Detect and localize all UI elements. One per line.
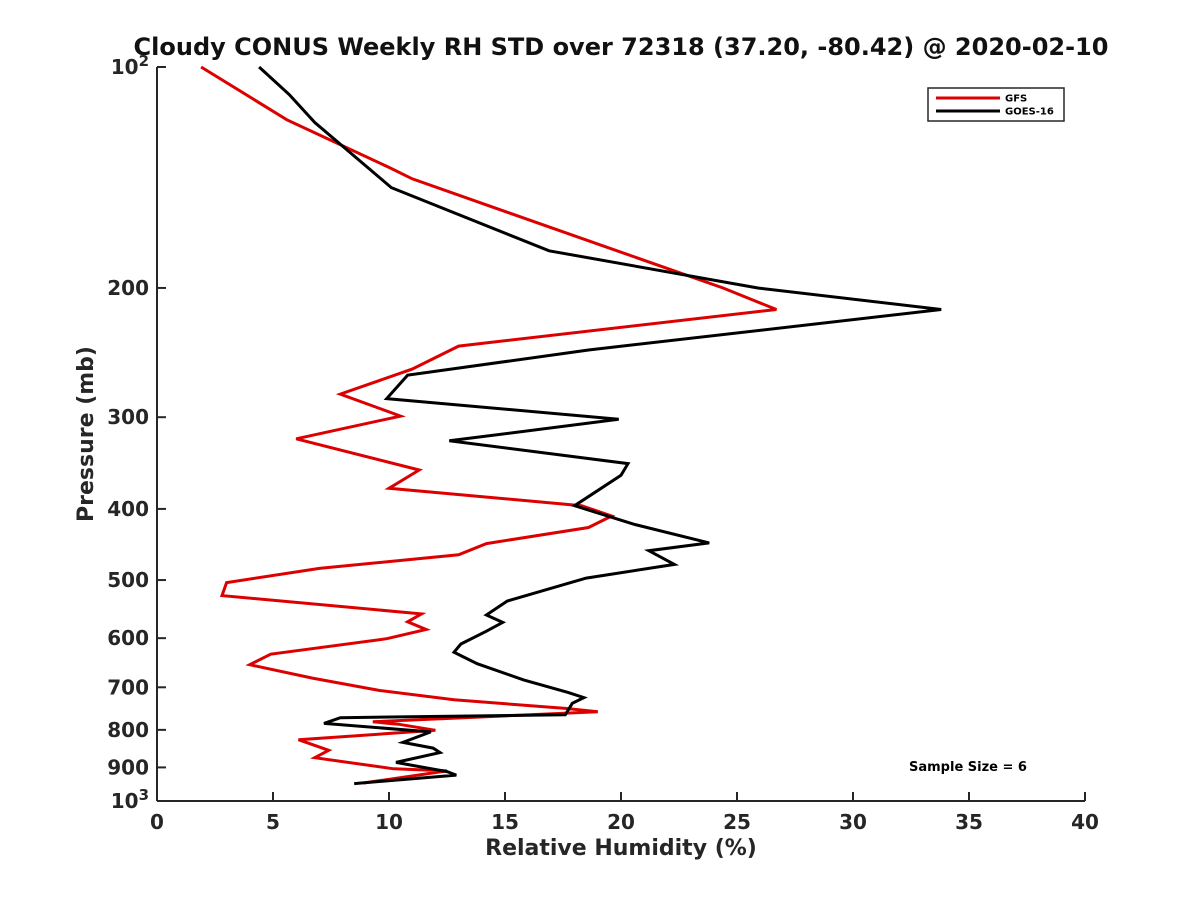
y-tick-label: 103	[111, 786, 149, 813]
series-layer	[200, 65, 942, 786]
series-line-gfs	[200, 65, 777, 785]
legend-box	[927, 87, 1065, 122]
series-goes-16	[258, 65, 942, 786]
y-tick-label: 102	[111, 52, 149, 79]
x-tick-label: 30	[839, 810, 867, 834]
x-axis-title: Relative Humidity (%)	[485, 836, 757, 861]
x-tick-label: 5	[266, 810, 280, 834]
series-gfs	[200, 65, 777, 785]
y-tick-label: 200	[107, 276, 149, 300]
x-tick-label: 35	[955, 810, 983, 834]
legend-label-goes-16: GOES-16	[1005, 107, 1054, 118]
y-tick-label: 400	[107, 497, 149, 521]
y-tick-label: 800	[107, 718, 149, 742]
x-tick-label: 15	[491, 810, 519, 834]
x-tick-label: 25	[723, 810, 751, 834]
y-tick-label: 900	[107, 755, 149, 779]
y-tick-label: 300	[107, 405, 149, 429]
x-ticks: 0 5 10 15 20 25 30 35 40	[150, 792, 1099, 834]
legend: GFS GOES-16	[927, 87, 1065, 122]
x-tick-label: 20	[607, 810, 635, 834]
x-tick-label: 10	[375, 810, 403, 834]
y-tick-label: 700	[107, 675, 149, 699]
y-tick-label: 500	[107, 568, 149, 592]
y-tick-label: 600	[107, 626, 149, 650]
sample-size-annotation: Sample Size = 6	[909, 760, 1027, 775]
legend-label-gfs: GFS	[1005, 94, 1027, 105]
y-ticks: 102 200 300 400 500 600 700 800 900 103	[107, 52, 166, 813]
series-line-goes-16	[258, 65, 942, 786]
x-tick-label: 0	[150, 810, 164, 834]
x-tick-label: 40	[1071, 810, 1099, 834]
y-axis-title: Pressure (mb)	[74, 346, 99, 522]
chart-title: Cloudy CONUS Weekly RH STD over 72318 (3…	[134, 33, 1109, 61]
